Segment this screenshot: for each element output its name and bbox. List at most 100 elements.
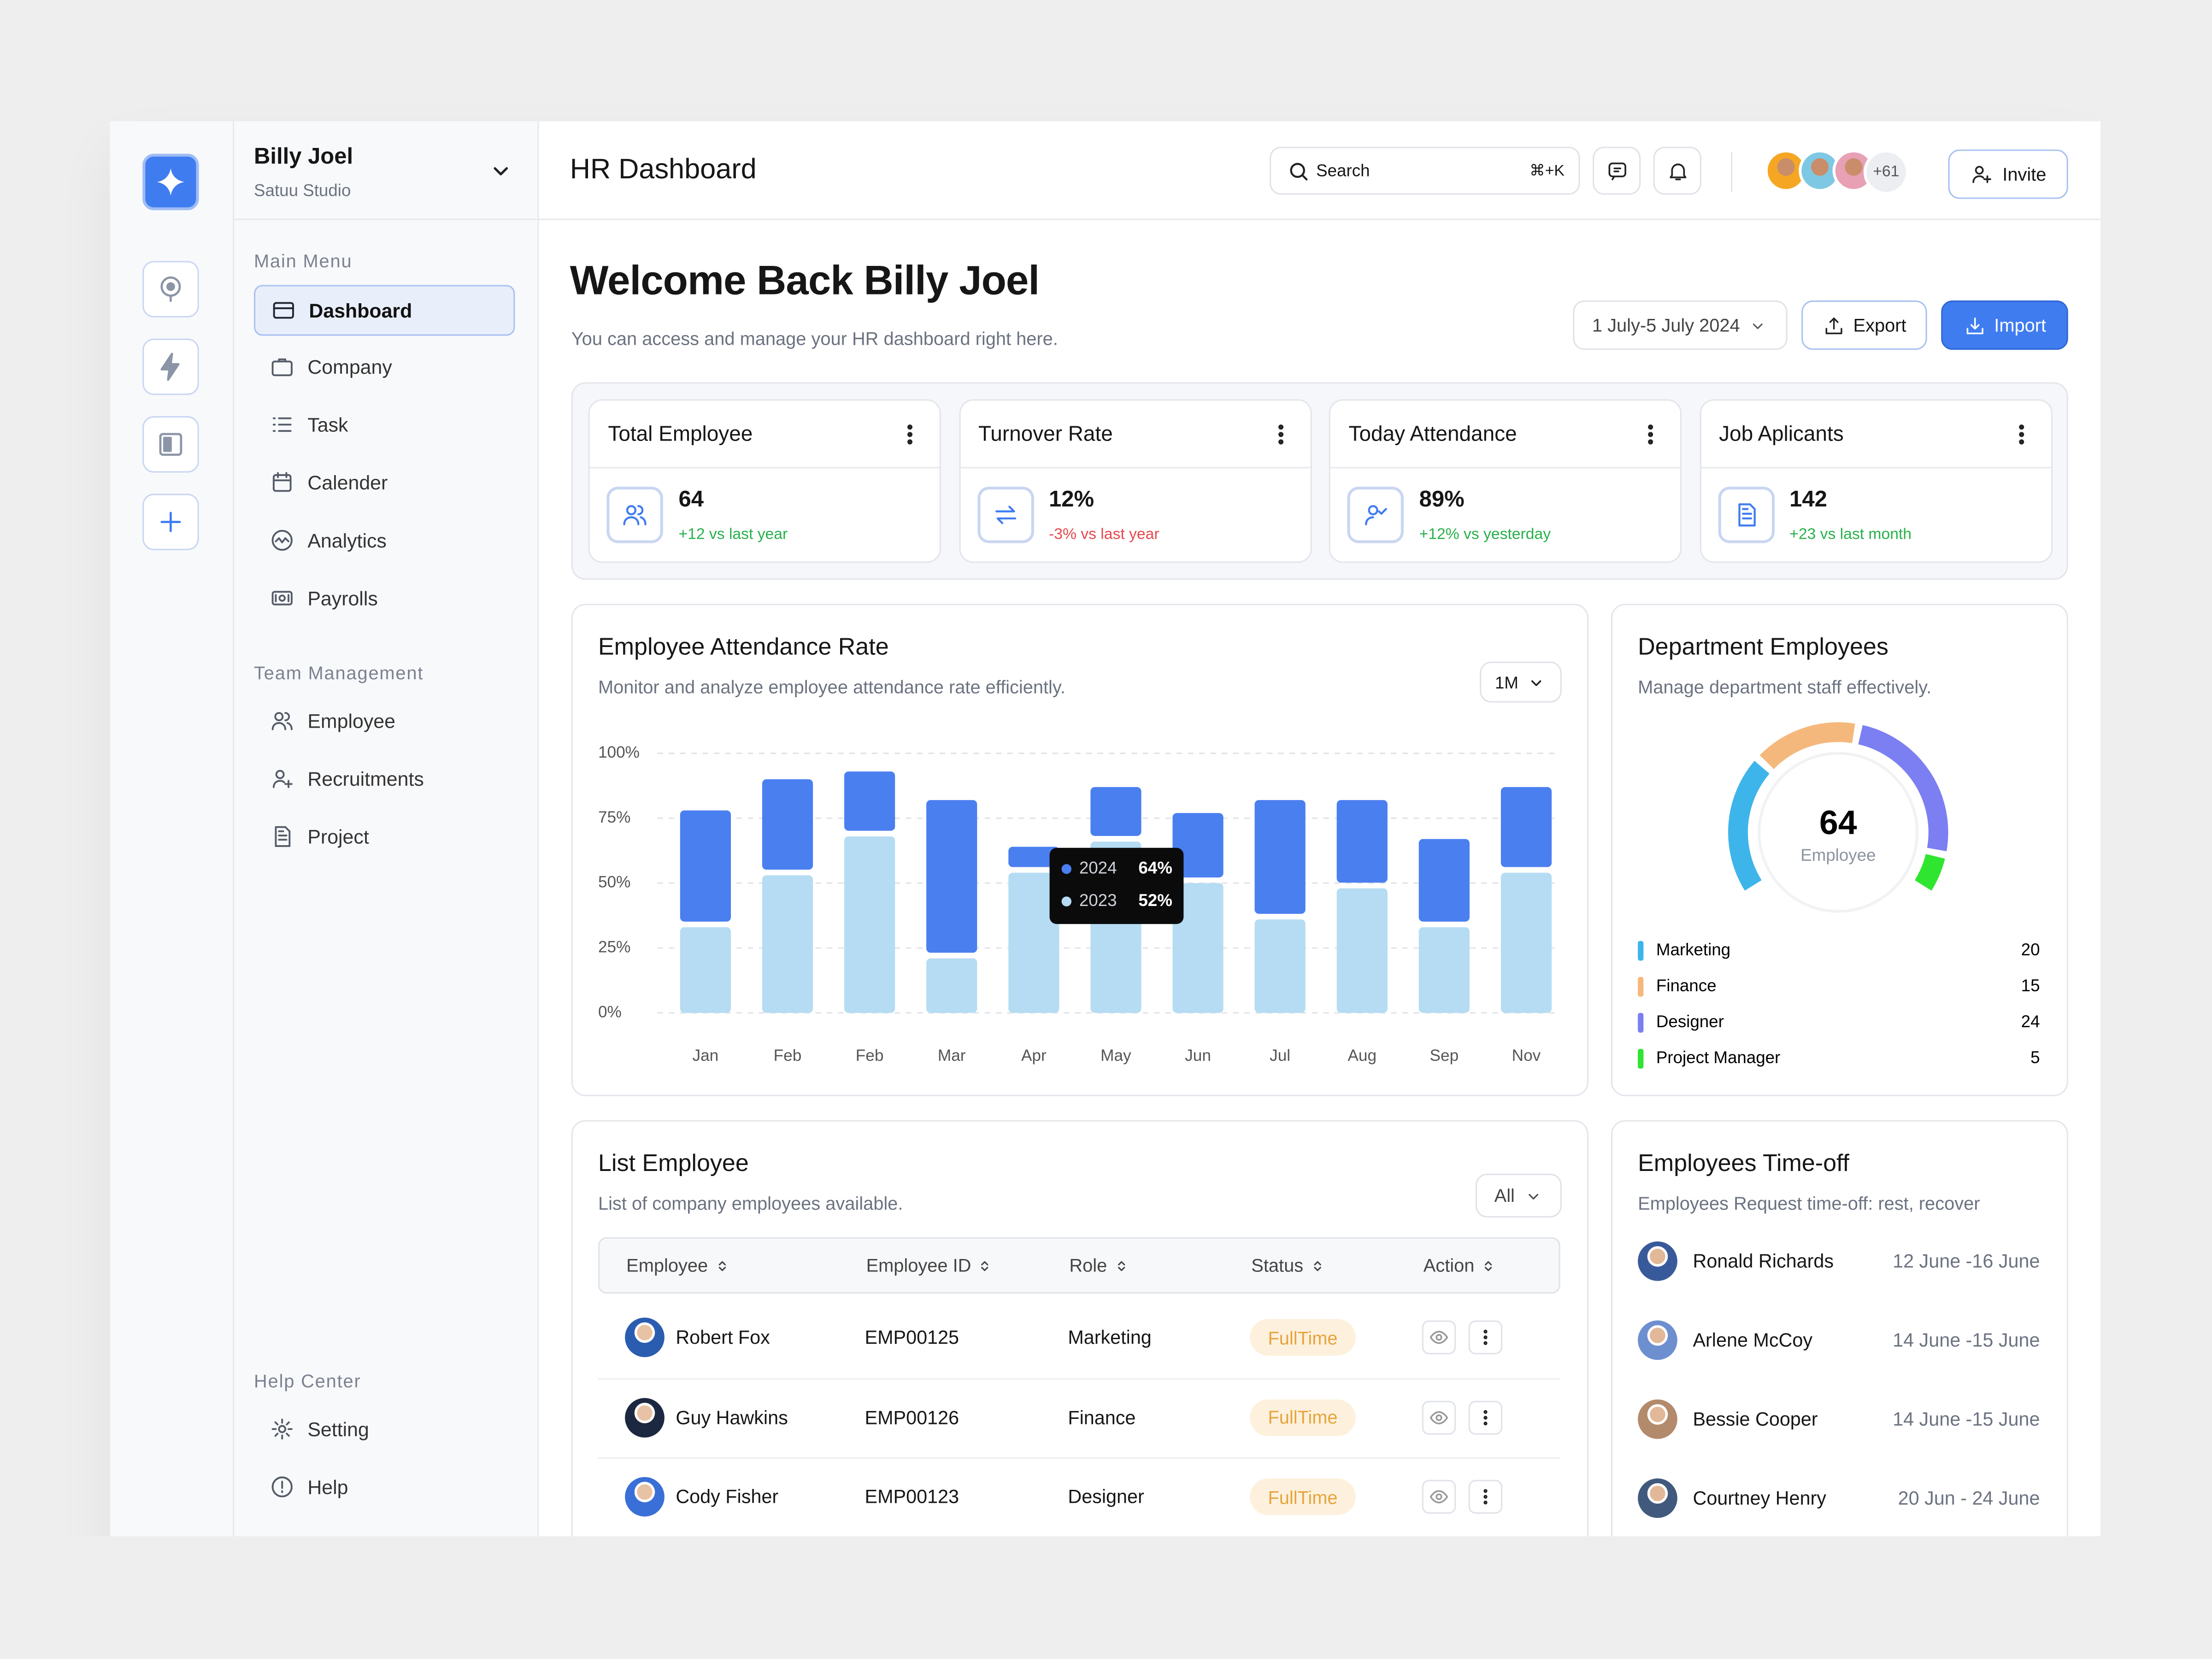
menu-item[interactable]: Dashboard xyxy=(254,285,515,336)
employee-role: Designer xyxy=(1068,1486,1144,1507)
y-tick-label: 75% xyxy=(598,808,630,826)
employee-role: Finance xyxy=(1068,1406,1136,1428)
filter-select[interactable]: All xyxy=(1476,1173,1562,1218)
menu-item[interactable]: Calender xyxy=(254,459,515,509)
filter-label: All xyxy=(1494,1185,1515,1206)
x-tick-label: Jun xyxy=(1185,1047,1211,1065)
menu-item[interactable]: Payrolls xyxy=(254,574,515,625)
column-header[interactable]: Employee ID xyxy=(866,1255,994,1276)
rail-button[interactable] xyxy=(142,261,199,318)
icon-shape xyxy=(626,505,636,516)
stat-divider xyxy=(1330,467,1680,469)
donut-segment xyxy=(1759,722,1855,770)
icon-shape xyxy=(271,591,293,606)
y-tick-label: 0% xyxy=(598,1003,622,1021)
action-button[interactable] xyxy=(1468,1400,1503,1434)
header-button[interactable] xyxy=(1593,147,1641,195)
icon-shape xyxy=(272,472,292,492)
donut-track xyxy=(1758,752,1919,913)
action-button[interactable] xyxy=(1468,1480,1503,1514)
timeoff-dates: 20 Jun - 24 June xyxy=(1898,1488,2040,1509)
table-header: Employee Employee ID Role Status Action xyxy=(598,1237,1560,1294)
action-button[interactable] xyxy=(1422,1480,1456,1514)
action-button[interactable] xyxy=(1468,1320,1503,1354)
column-header[interactable]: Status xyxy=(1251,1255,1326,1276)
search-shortcut: ⌘+K xyxy=(1530,163,1565,180)
bar xyxy=(1500,787,1552,867)
page-title: HR Dashboard xyxy=(570,154,757,186)
icon-shape xyxy=(1531,679,1542,686)
column-header[interactable]: Employee xyxy=(626,1255,730,1276)
x-tick-label: Aug xyxy=(1347,1047,1377,1065)
stat-change: +12 vs last year xyxy=(678,526,788,543)
menu-icon xyxy=(270,824,295,849)
legend-swatch xyxy=(1638,977,1644,997)
icon-shape xyxy=(982,1260,989,1271)
user-org: Satuu Studio xyxy=(254,180,351,200)
icon-shape xyxy=(272,474,292,492)
export-button[interactable]: Export xyxy=(1801,300,1927,350)
icon-shape xyxy=(1973,175,1992,183)
employee-name: Guy Hawkins xyxy=(676,1406,788,1428)
icon-shape xyxy=(272,472,292,482)
period-select[interactable]: 1M xyxy=(1480,661,1562,703)
icon-shape xyxy=(623,505,647,525)
menu-item[interactable]: Employee xyxy=(254,697,515,747)
bar xyxy=(1172,813,1224,878)
card-subtitle: Monitor and analyze employee attendance … xyxy=(598,676,1065,698)
action-button[interactable] xyxy=(1422,1400,1456,1434)
bar xyxy=(844,836,895,1013)
tooltip xyxy=(1049,847,1184,924)
employee-avatar xyxy=(625,1397,665,1437)
menu-item[interactable]: Recruitments xyxy=(254,755,515,806)
icon-shape xyxy=(1277,432,1283,437)
stat-icon xyxy=(606,487,663,543)
card-subtitle: Employees Request time-off: rest, recove… xyxy=(1638,1193,1980,1214)
date-range[interactable]: 1 July-5 July 2024 xyxy=(1573,300,1788,350)
team-avatar[interactable] xyxy=(1799,149,1841,192)
icon-shape xyxy=(1528,1193,1538,1199)
x-tick-label: Nov xyxy=(1512,1047,1541,1065)
column-header[interactable]: Action xyxy=(1424,1255,1497,1276)
icon-shape xyxy=(907,432,912,437)
x-tick-label: May xyxy=(1100,1047,1131,1065)
rail-button[interactable] xyxy=(142,494,199,550)
icon-shape xyxy=(1607,162,1626,177)
invite-label: Invite xyxy=(2002,164,2047,185)
bar xyxy=(1254,800,1306,914)
menu-label: Project xyxy=(307,825,369,848)
icon-shape xyxy=(1737,503,1755,527)
menu-item[interactable]: Project xyxy=(254,812,515,863)
legend-label: Project Manager xyxy=(1656,1048,1780,1067)
menu-item[interactable]: Help xyxy=(254,1463,515,1513)
timeoff-dates: 12 June -16 June xyxy=(1893,1250,2040,1272)
employee-name: Robert Fox xyxy=(676,1327,770,1348)
menu-item[interactable]: Company xyxy=(254,343,515,394)
legend-value: 15 xyxy=(2021,976,2040,995)
invite-button[interactable]: Invite xyxy=(1948,149,2068,199)
search-box[interactable]: Search ⌘+K xyxy=(1270,147,1580,195)
menu-item[interactable]: Analytics xyxy=(254,516,515,567)
icon-shape xyxy=(1669,163,1686,178)
stat-value: 89% xyxy=(1419,488,1465,512)
rail-button[interactable] xyxy=(142,338,199,395)
column-header[interactable]: Role xyxy=(1069,1255,1130,1276)
timeoff-card: Employees Time-off Employees Request time… xyxy=(1611,1120,2068,1536)
action-button[interactable] xyxy=(1422,1320,1456,1354)
header-button[interactable] xyxy=(1653,147,1701,195)
menu-item[interactable]: Task xyxy=(254,400,515,451)
icon-shape xyxy=(1483,1409,1488,1425)
menu-section-title: Team Management xyxy=(254,662,424,684)
icon-shape xyxy=(907,424,912,445)
stat-card: Turnover Rate 12% -3% vs last year xyxy=(959,399,1312,563)
export-label: Export xyxy=(1853,314,1906,336)
icon-shape xyxy=(1825,317,1842,334)
rail-button[interactable] xyxy=(142,416,199,473)
status-pill: FullTime xyxy=(1250,1478,1356,1515)
tooltip-value: 64% xyxy=(1138,858,1172,877)
icon-shape xyxy=(1966,317,1983,334)
stat-menu xyxy=(1638,422,1663,447)
menu-item[interactable]: Setting xyxy=(254,1405,515,1456)
import-button[interactable]: Import xyxy=(1941,300,2068,350)
